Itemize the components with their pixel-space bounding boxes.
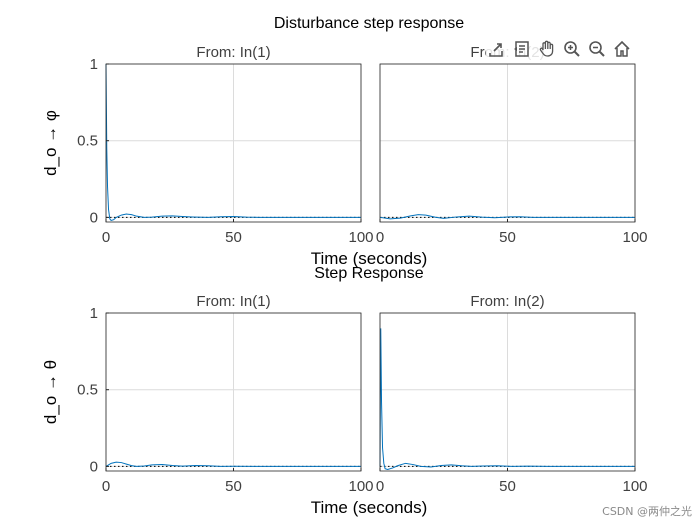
subplot-top-left: 0 50 100 0 0.5 1 From: In(1) d_o → φ (41, 44, 374, 246)
x-tick-label: 50 (499, 229, 516, 246)
axes-toolbar (486, 38, 633, 62)
x-tick-label: 0 (102, 478, 110, 495)
figure-secondary-title: Step Response (314, 265, 424, 282)
y-tick-label: 1 (90, 56, 98, 73)
y-tick-label: 0 (90, 209, 98, 226)
x-axis-label-top: Time (seconds) (311, 249, 428, 268)
data-tips-icon[interactable] (511, 38, 533, 60)
y-axis-label: d_o → φ (41, 110, 60, 176)
x-tick-label: 50 (225, 478, 242, 495)
response-line (105, 461, 361, 467)
x-tick-label: 100 (348, 478, 373, 495)
y-tick-label: 0.5 (77, 133, 98, 150)
y-tick-label: 0 (90, 458, 98, 475)
watermark: CSDN @两仲之光 (602, 505, 692, 518)
pan-icon[interactable] (536, 38, 558, 60)
x-tick-label: 50 (499, 478, 516, 495)
x-tick-label: 100 (348, 229, 373, 246)
x-tick-label: 0 (376, 478, 384, 495)
panel-title: From: In(1) (196, 293, 270, 310)
x-tick-label: 100 (622, 229, 647, 246)
panel-title: From: In(2) (470, 293, 544, 310)
response-line (379, 214, 635, 220)
panel-title: From: In(1) (196, 44, 270, 61)
response-line (105, 63, 361, 222)
y-axis-label: d_o → θ (41, 360, 60, 424)
x-tick-label: 100 (622, 478, 647, 495)
zoom-in-icon[interactable] (561, 38, 583, 60)
x-tick-label: 0 (102, 229, 110, 246)
x-tick-label: 50 (225, 229, 242, 246)
y-tick-label: 0.5 (77, 382, 98, 399)
subplot-bottom-right: 0 50 100 From: In(2) (376, 293, 648, 495)
export-icon[interactable] (486, 38, 508, 60)
x-tick-label: 0 (376, 229, 384, 246)
figure-title: Disturbance step response (274, 15, 464, 32)
zoom-out-icon[interactable] (586, 38, 608, 60)
response-line (379, 328, 635, 470)
x-axis-label-bottom: Time (seconds) (311, 498, 428, 517)
y-tick-label: 1 (90, 305, 98, 322)
subplot-bottom-left: 0 50 100 0 0.5 1 From: In(1) d_o → θ (41, 293, 374, 495)
home-icon[interactable] (611, 38, 633, 60)
